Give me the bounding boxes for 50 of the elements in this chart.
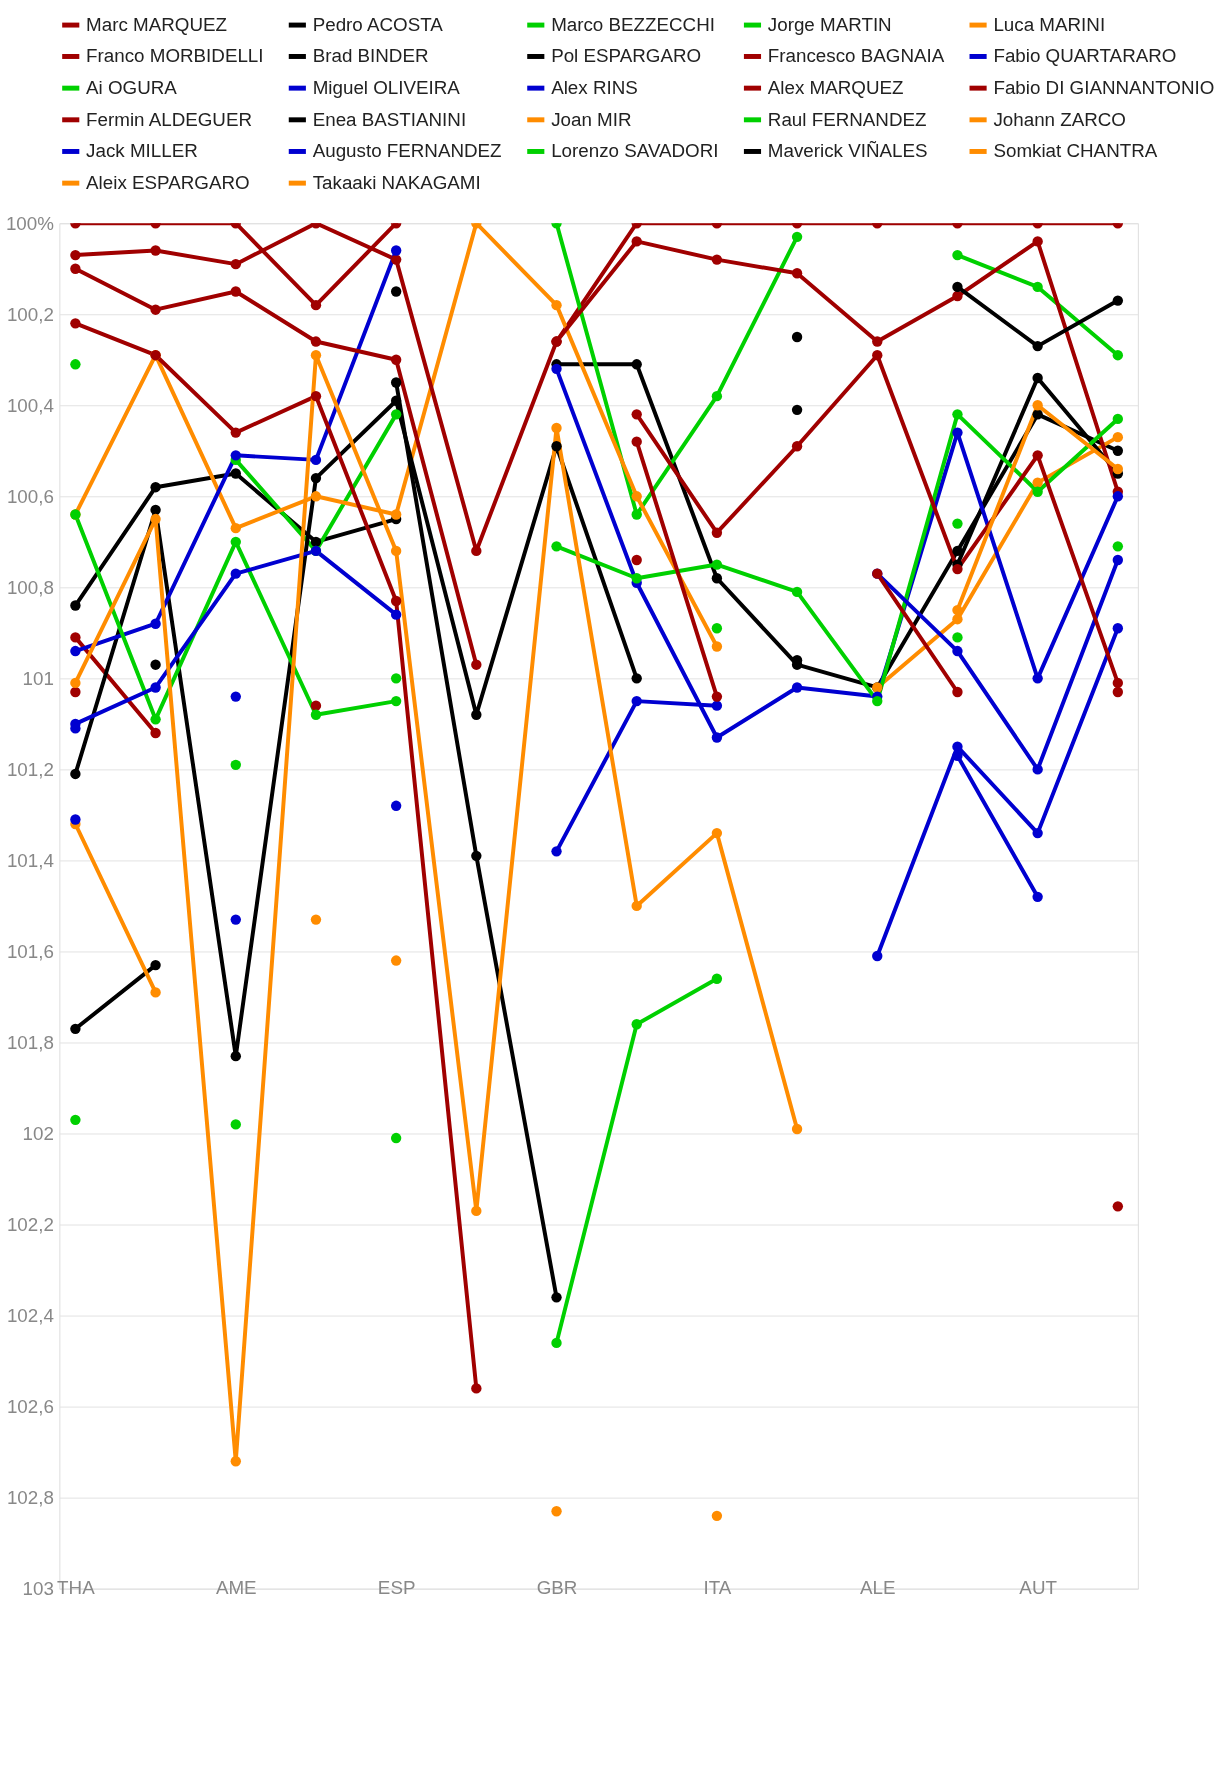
- legend-label: Miguel OLIVEIRA: [312, 77, 461, 99]
- y-tick-label: 102: [22, 1122, 54, 1144]
- legend-label: Fermin ALDEGUER: [86, 108, 253, 130]
- legend-label: Enea BASTIANINI: [312, 108, 467, 130]
- x-tick-label: ESP: [377, 1577, 416, 1599]
- legend-label: Brad BINDER: [312, 45, 429, 67]
- y-tick-label: 101,2: [6, 758, 54, 780]
- x-tick-label: ALE: [860, 1577, 896, 1599]
- legend-label: Alex RINS: [551, 77, 638, 99]
- y-tick-label: 100%: [5, 212, 55, 234]
- x-tick-label: AUT: [1019, 1577, 1058, 1599]
- y-tick-label: 102,8: [6, 1487, 54, 1509]
- legend-label: Somkiat CHANTRA: [993, 140, 1158, 162]
- x-tick-label: THA: [57, 1577, 96, 1599]
- y-tick-label: 101,8: [6, 1031, 54, 1053]
- legend-label: Fabio QUARTARARO: [993, 45, 1177, 67]
- legend-label: Pedro ACOSTA: [312, 14, 444, 36]
- y-tick-label: 100,2: [6, 303, 54, 325]
- legend-label: Aleix ESPARGARO: [86, 172, 250, 194]
- legend-label: Ai OGURA: [86, 77, 178, 99]
- x-tick-label: ITA: [703, 1577, 732, 1599]
- x-tick-label: GBR: [536, 1577, 578, 1599]
- legend-label: Maverick VIÑALES: [767, 140, 928, 162]
- legend-label: Fabio DI GIANNANTONIO: [993, 77, 1215, 99]
- legend-label: Marc MARQUEZ: [86, 14, 227, 36]
- legend-label: Francesco BAGNAIA: [767, 45, 945, 67]
- y-tick-label: 100,6: [6, 485, 54, 507]
- legend-label: Lorenzo SAVADORI: [551, 140, 719, 162]
- legend-label: Raul FERNANDEZ: [767, 108, 927, 130]
- legend-label: Joan MIR: [551, 108, 632, 130]
- x-tick-label: AME: [215, 1577, 257, 1599]
- legend-label: Pol ESPARGARO: [551, 45, 702, 67]
- legend-label: Franco MORBIDELLI: [86, 45, 264, 67]
- legend-label: Takaaki NAKAGAMI: [312, 172, 481, 194]
- y-tick-label: 102,6: [6, 1396, 54, 1418]
- legend-label: Luca MARINI: [993, 14, 1106, 36]
- y-tick-label: 101,4: [6, 849, 54, 871]
- legend-label: Jorge MARTIN: [767, 14, 892, 36]
- legend-label: Marco BEZZECCHI: [551, 14, 715, 36]
- legend-label: Jack MILLER: [86, 140, 198, 162]
- y-tick-label: 103: [22, 1578, 54, 1600]
- legend-label: Johann ZARCO: [993, 108, 1126, 130]
- y-tick-label: 100,8: [6, 576, 54, 598]
- legend-label: Augusto FERNANDEZ: [312, 140, 502, 162]
- y-tick-label: 102,4: [6, 1305, 54, 1326]
- y-tick-label: 101,6: [6, 940, 54, 962]
- y-tick-label: 102,2: [6, 1213, 54, 1235]
- y-tick-label: 101: [22, 667, 54, 689]
- y-tick-label: 100,4: [6, 394, 54, 416]
- legend-label: Alex MARQUEZ: [767, 77, 904, 99]
